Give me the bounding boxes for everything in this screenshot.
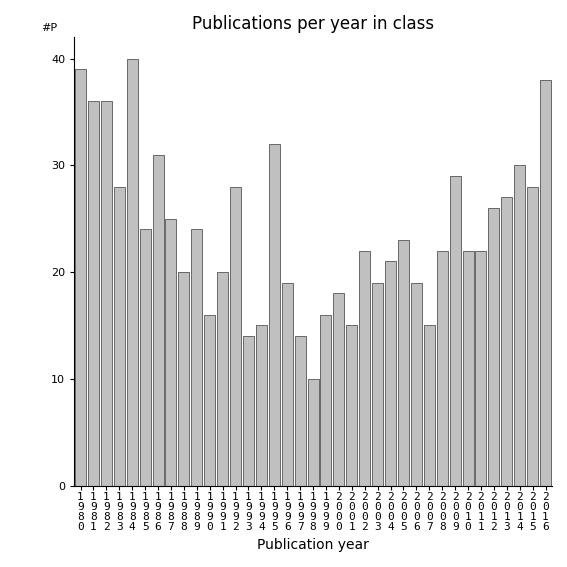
Bar: [191, 230, 202, 485]
Bar: [359, 251, 370, 485]
Bar: [114, 187, 125, 485]
Bar: [230, 187, 241, 485]
Bar: [179, 272, 189, 485]
Bar: [488, 208, 500, 485]
Bar: [153, 155, 163, 485]
Bar: [217, 272, 228, 485]
Bar: [101, 101, 112, 485]
Bar: [411, 283, 422, 485]
Bar: [476, 251, 486, 485]
Bar: [346, 325, 357, 485]
Bar: [307, 379, 319, 485]
Bar: [527, 187, 538, 485]
Bar: [127, 58, 138, 485]
Bar: [501, 197, 512, 485]
X-axis label: Publication year: Publication year: [257, 538, 369, 552]
Bar: [320, 315, 332, 485]
Bar: [88, 101, 99, 485]
Bar: [372, 283, 383, 485]
Bar: [385, 261, 396, 485]
Bar: [204, 315, 215, 485]
Bar: [243, 336, 254, 485]
Title: Publications per year in class: Publications per year in class: [192, 15, 434, 33]
Bar: [398, 240, 409, 485]
Text: #P: #P: [41, 23, 57, 33]
Bar: [424, 325, 435, 485]
Bar: [540, 80, 551, 485]
Bar: [269, 144, 280, 485]
Bar: [463, 251, 473, 485]
Bar: [166, 219, 176, 485]
Bar: [437, 251, 448, 485]
Bar: [256, 325, 267, 485]
Bar: [295, 336, 306, 485]
Bar: [333, 294, 344, 485]
Bar: [75, 69, 86, 485]
Bar: [514, 166, 525, 485]
Bar: [282, 283, 293, 485]
Bar: [139, 230, 151, 485]
Bar: [450, 176, 460, 485]
